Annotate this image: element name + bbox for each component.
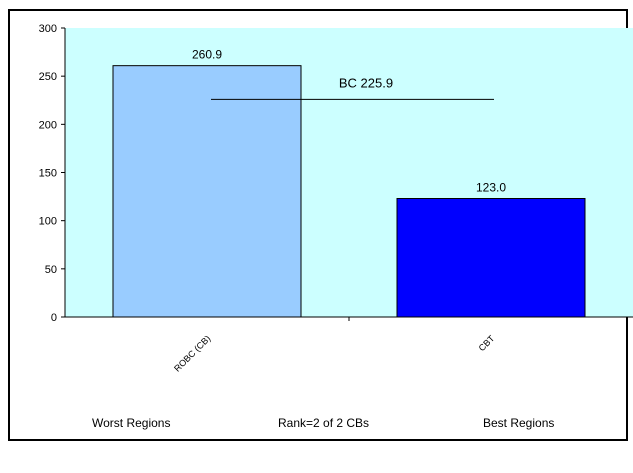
- y-tick-label: 300: [39, 23, 57, 35]
- footer-worst-regions: Worst Regions: [92, 416, 171, 430]
- footer-rank: Rank=2 of 2 CBs: [278, 416, 370, 430]
- bar-0: [112, 65, 302, 318]
- x-tick-label: ROBC (CB): [172, 333, 212, 373]
- y-tick-label: 50: [45, 264, 57, 276]
- x-tick-label: CBT: [477, 333, 497, 353]
- y-tick-label: 100: [39, 216, 57, 228]
- bar-1: [396, 198, 586, 318]
- footer-best-regions: Best Regions: [483, 416, 555, 430]
- y-tick-label: 250: [39, 71, 57, 83]
- reference-line-label: BC 225.9: [339, 75, 393, 90]
- y-tick-label: 150: [39, 168, 57, 180]
- y-tick-label: 0: [51, 312, 57, 324]
- y-tick-label: 200: [39, 119, 57, 131]
- bar-value-label: 260.9: [192, 48, 222, 62]
- bar-value-label: 123.0: [476, 181, 506, 195]
